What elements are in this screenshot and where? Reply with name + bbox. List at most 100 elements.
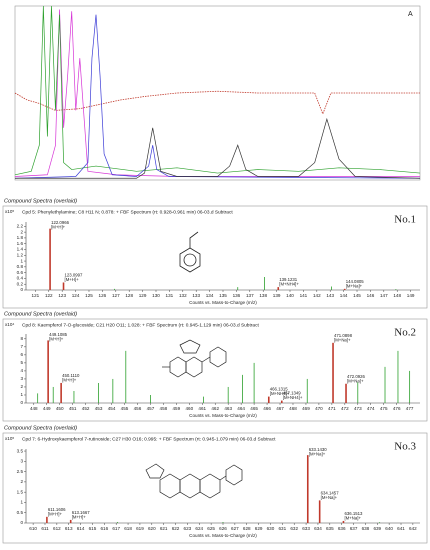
peak-ion-label: [M+Na]+ — [309, 452, 326, 457]
x-tick-label: 467 — [276, 406, 284, 411]
peak-mz-label: 467.1349 — [283, 391, 302, 396]
y-tick-label: 4 — [20, 368, 23, 373]
x-tick-label: 637 — [350, 526, 358, 531]
y-tick-label: 1 — [20, 500, 23, 505]
peak-ion-label: [M+Na]+ — [347, 378, 364, 383]
y-tick-label: 0.4 — [17, 276, 24, 281]
y-tick-label: 2 — [20, 479, 23, 484]
peak-mz-label: 472.0926 — [347, 374, 366, 379]
peak-mz-label: 450.1110 — [62, 373, 80, 378]
x-tick-label: 457 — [147, 406, 155, 411]
trace — [15, 117, 421, 179]
peak-ion-label: [M+H]+ — [48, 511, 63, 516]
x-tick-label: 640 — [385, 526, 393, 531]
x-tick-label: 623 — [184, 526, 192, 531]
x-tick-label: 633 — [302, 526, 310, 531]
x-tick-label: 631 — [279, 526, 287, 531]
peak-ion-label: [M+H]+ — [49, 337, 64, 342]
x-tick-label: 455 — [121, 406, 129, 411]
x-tick-label: 628 — [243, 526, 251, 531]
x-tick-label: 452 — [82, 406, 90, 411]
x-tick-label: 142 — [313, 293, 321, 298]
section-title: Compound Spectra (overlaid) — [4, 198, 77, 204]
spectrum-header: Cpd 7: 6-Hydroxykaempferol 7-rutinoside;… — [22, 436, 276, 442]
x-tick-label: 625 — [207, 526, 215, 531]
x-tick-label: 464 — [237, 406, 245, 411]
y-tick-label: 0 — [20, 520, 23, 525]
peak-mz-label: 139.1231 — [279, 277, 298, 282]
x-tick-label: 638 — [362, 526, 370, 531]
peak-ion-label: [M+NH4]+ — [270, 391, 290, 396]
x-tick-label: 124 — [72, 293, 80, 298]
panel-frame — [2, 205, 428, 309]
peak-mz-label: 636.1513 — [344, 511, 363, 516]
x-tick-label: 462 — [211, 406, 219, 411]
peak-ion-label: [M+Na]+ — [334, 337, 351, 342]
x-tick-label: 126 — [99, 293, 107, 298]
y-tick-label: 1.6 — [17, 241, 24, 246]
x-tick-label: 148 — [393, 293, 401, 298]
x-tick-label: 634 — [314, 526, 322, 531]
x-tick-label: 614 — [77, 526, 85, 531]
x-tick-label: 471 — [328, 406, 336, 411]
x-tick-label: 639 — [373, 526, 381, 531]
molecule-1 — [179, 231, 201, 273]
molecule-2 — [162, 339, 227, 378]
y-tick-label: 3 — [20, 376, 23, 381]
y-tick-label: 2.2 — [17, 224, 24, 229]
x-tick-label: 146 — [367, 293, 375, 298]
x-tick-label: 641 — [397, 526, 405, 531]
x-tick-label: 140 — [286, 293, 294, 298]
x-tick-label: 130 — [152, 293, 160, 298]
peak-ion-label: [M+H]+ — [51, 225, 66, 230]
y-tick-label: 5 — [20, 360, 23, 365]
y-tick-label: 1.4 — [17, 247, 24, 252]
x-tick-label: 131 — [166, 293, 174, 298]
x-tick-label: 627 — [231, 526, 239, 531]
y-tick-label: 1.2 — [17, 252, 24, 257]
y-tick-label: 8 — [20, 336, 23, 341]
x-tick-label: 449 — [43, 406, 51, 411]
x-tick-label: 456 — [134, 406, 142, 411]
y-tick-label: 0.5 — [17, 510, 24, 515]
spectrum-header: Cpd 8: Kaempferol 7-O-glucoside; C21 H20… — [22, 322, 259, 328]
x-tick-label: 453 — [95, 406, 103, 411]
x-tick-label: 137 — [246, 293, 254, 298]
x-tick-label: 635 — [326, 526, 334, 531]
x-tick-label: 636 — [338, 526, 346, 531]
panel-frame — [2, 318, 428, 422]
x-tick-label: 458 — [160, 406, 168, 411]
x-tick-label: 143 — [326, 293, 334, 298]
panel-label: No.3 — [394, 441, 416, 453]
x-tick-label: 620 — [148, 526, 156, 531]
y-tick-label: 1.5 — [17, 489, 24, 494]
x-axis-label: Counts vs. Mass-to-Charge (m/z) — [189, 533, 257, 538]
x-tick-label: 128 — [125, 293, 133, 298]
y-tick-label: 0.8 — [17, 264, 24, 269]
x-tick-label: 145 — [353, 293, 361, 298]
peak-ion-label: [M+H]+ — [72, 515, 87, 520]
peak-ion-label: [M+NH4]+ — [279, 282, 299, 287]
y-tick-label: 7 — [20, 344, 23, 349]
y-tick-label: 0.2 — [17, 281, 24, 286]
x-tick-label: 451 — [69, 406, 77, 411]
peak-mz-label: 122.0966 — [51, 220, 70, 225]
x-tick-label: 616 — [100, 526, 108, 531]
x-tick-label: 125 — [85, 293, 93, 298]
x-tick-label: 617 — [112, 526, 120, 531]
x-tick-label: 136 — [233, 293, 241, 298]
x-tick-label: 121 — [32, 293, 40, 298]
x-tick-label: 461 — [198, 406, 206, 411]
x-axis-label: Counts vs. Mass-to-Charge (m/z) — [189, 413, 257, 418]
x-tick-label: 122 — [45, 293, 53, 298]
peak-ion-label: [M+Na]+ — [321, 495, 338, 500]
peak-mz-label: 613.1667 — [72, 510, 91, 515]
x-tick-label: 454 — [108, 406, 116, 411]
x-tick-label: 615 — [89, 526, 97, 531]
x-tick-label: 642 — [409, 526, 417, 531]
peak-mz-label: 634.1457 — [321, 491, 340, 496]
peak-ion-label: [M+NH4]+ — [283, 395, 303, 400]
x-tick-label: 459 — [173, 406, 181, 411]
trace — [14, 5, 421, 176]
